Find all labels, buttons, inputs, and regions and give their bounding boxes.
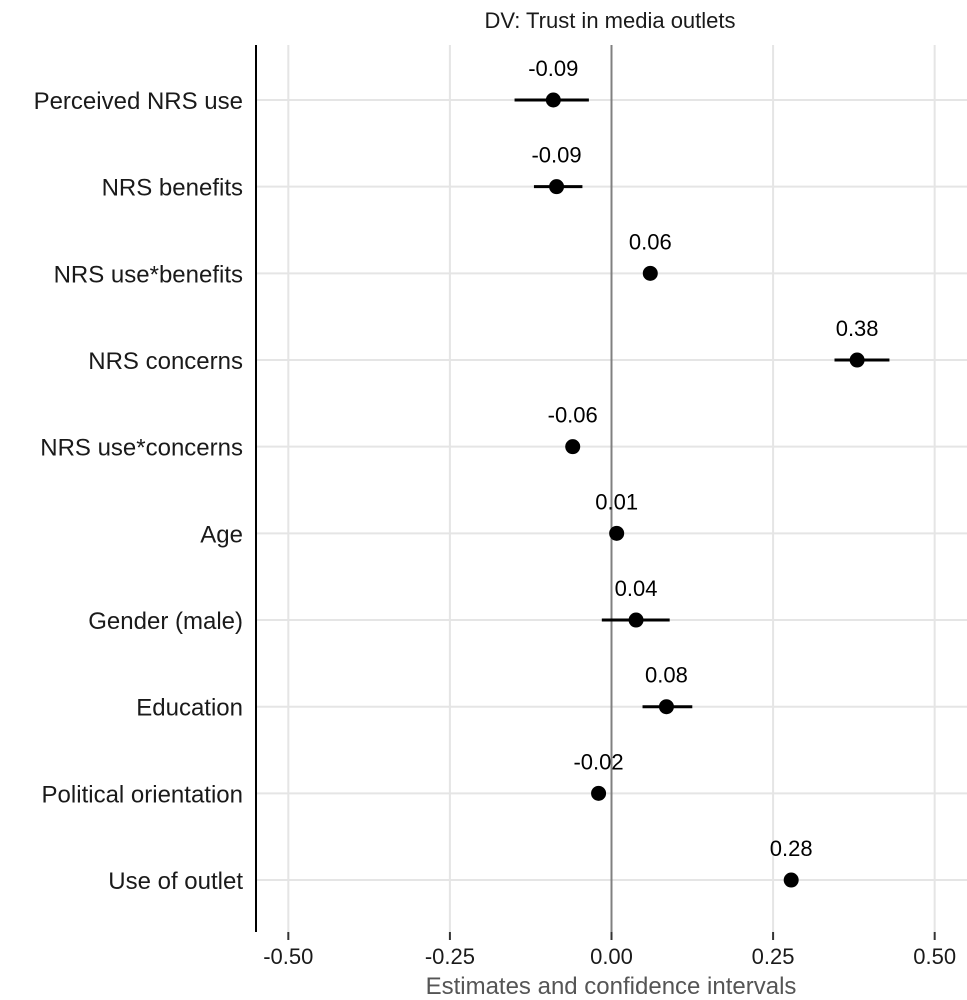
y-tick-label: Perceived NRS use (34, 88, 243, 115)
x-tick-label: 0.25 (752, 944, 795, 969)
y-tick-label: NRS use*benefits (54, 261, 243, 288)
chart-title: DV: Trust in media outlets (484, 8, 735, 33)
estimate-point (565, 439, 581, 455)
data-label: 0.28 (770, 836, 813, 861)
estimate-point (545, 92, 561, 108)
estimate-point (628, 612, 644, 628)
x-axis-title: Estimates and confidence intervals (426, 973, 797, 1000)
y-tick-label: Gender (male) (88, 608, 243, 635)
data-label: 0.06 (629, 229, 672, 254)
y-tick-label: NRS benefits (102, 175, 243, 202)
estimate-point (658, 699, 674, 715)
data-label: 0.38 (836, 316, 879, 341)
y-axis-labels: Perceived NRS use NRS benefits NRS use*ben… (34, 88, 244, 895)
y-tick-label: NRS concerns (88, 348, 243, 375)
data-label: 0.08 (645, 663, 688, 688)
y-tick-label: Education (136, 695, 243, 722)
x-axis-ticks: -0.50 -0.25 0.00 0.25 0.50 (263, 932, 956, 969)
y-tick-label: NRS use*concerns (40, 435, 243, 462)
estimate-point (642, 265, 658, 281)
estimate-point (591, 785, 607, 801)
data-label: -0.06 (548, 403, 598, 428)
estimate-point (549, 179, 565, 195)
data-label: -0.09 (531, 143, 581, 168)
x-tick-label: 0.00 (590, 944, 633, 969)
data-label: -0.09 (528, 56, 578, 81)
x-tick-label: -0.25 (425, 944, 475, 969)
estimate-point (783, 872, 799, 888)
data-label: -0.02 (573, 749, 623, 774)
estimate-point (609, 525, 625, 541)
y-tick-label: Use of outlet (108, 868, 243, 895)
y-tick-label: Age (200, 521, 243, 548)
x-tick-label: 0.50 (913, 944, 956, 969)
x-tick-label: -0.50 (263, 944, 313, 969)
y-tick-label: Political orientation (42, 781, 243, 808)
data-label: 0.01 (595, 489, 638, 514)
estimate-point (849, 352, 865, 368)
data-label: 0.04 (615, 576, 658, 601)
estimate-marks: -0.09 -0.09 0.06 0.38 -0.06 0.01 0.04 0.08 -0.02… (514, 56, 890, 888)
